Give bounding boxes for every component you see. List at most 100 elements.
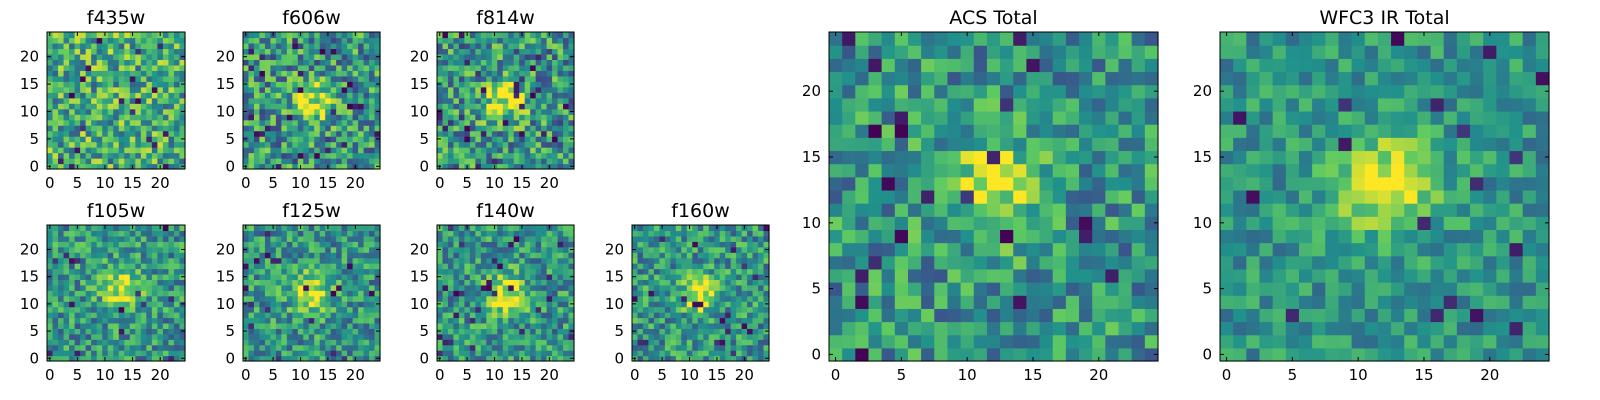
heatmap-cell [173,241,181,248]
heatmap-cell [552,257,559,264]
heatmap-cell [248,147,255,154]
heatmap-cell [447,301,455,308]
heatmap-cell [253,70,261,77]
heatmap-cell [347,230,354,237]
heatmap-cell [107,333,114,340]
y-tick-label: 20 [410,240,429,258]
heatmap-cell [286,268,293,275]
heatmap-cell [363,252,370,259]
heatmap-cell [91,141,98,148]
heatmap-cell [480,59,487,66]
heatmap-cell [124,37,131,44]
heatmap-cell [275,246,282,253]
heatmap-cell [52,322,59,329]
heatmap-cell [58,48,65,55]
heatmap-cell [530,225,537,232]
heatmap-cell [102,350,109,357]
heatmap-cell [157,125,164,132]
heatmap-cell [681,263,688,270]
heatmap-cell [118,119,125,126]
heatmap-cell [80,70,87,77]
heatmap-cell [648,295,655,302]
heatmap-cell [47,97,54,104]
heatmap-cell [314,130,321,137]
heatmap-cell [157,279,164,286]
heatmap-cell [259,108,266,115]
heatmap-cell [292,37,299,44]
heatmap-cell [253,339,261,346]
heatmap-cell [281,350,288,357]
heatmap-cell [681,241,688,248]
heatmap-cell [113,108,120,115]
heatmap-cell [502,246,509,253]
heatmap-cell [151,317,158,324]
heatmap-cell [442,295,449,302]
heatmap-cell [179,306,186,313]
heatmap-cell [469,328,476,335]
heatmap-cell [374,263,381,270]
heatmap-cell [63,257,70,264]
heatmap-cell [447,147,455,154]
heatmap-cell [47,119,54,126]
heatmap-cell [681,322,688,329]
heatmap-cell [632,263,639,270]
heatmap-cell [107,317,114,324]
heatmap-cell [325,119,332,126]
heatmap-cell [162,136,170,143]
heatmap-cell [513,130,520,137]
heatmap-cell [447,290,455,297]
heatmap-cell [63,339,70,346]
heatmap-cell [530,295,537,302]
heatmap-cell [752,225,759,232]
heatmap-cell [730,317,737,324]
heatmap-cell [692,317,699,324]
heatmap-cell [248,350,255,357]
heatmap-cell [157,59,164,66]
heatmap-cell [374,75,381,82]
heatmap-cell [264,263,271,270]
heatmap-cell [829,189,843,204]
heatmap-cell [469,81,476,88]
heatmap-cell [74,241,81,248]
heatmap-cell [264,158,271,165]
heatmap-cell [264,333,271,340]
heatmap-cell [934,295,949,309]
heatmap-cell [947,176,962,191]
heatmap-cell [719,344,726,351]
heatmap-cell [653,268,660,275]
heatmap-cell [129,75,136,82]
heatmap-cell [552,81,559,88]
heatmap-cell [314,119,321,126]
heatmap-cell [157,284,164,291]
heatmap-cell [508,48,515,55]
heatmap-cell [102,290,109,297]
heatmap-cell [535,317,542,324]
heatmap-cell [259,125,266,132]
heatmap-cell [275,97,282,104]
heatmap-cell [960,163,975,178]
heatmap-cell [519,37,526,44]
heatmap-cell [447,317,455,324]
y-tick-label: 10 [216,295,235,313]
heatmap-cell [469,130,476,137]
heatmap-cell [135,125,142,132]
heatmap-cell [524,350,531,357]
heatmap-cell [146,273,153,280]
heatmap-cell [934,347,949,362]
heatmap-cell [157,42,164,50]
heatmap-cell [442,252,449,259]
heatmap-cell [47,333,54,340]
heatmap-cell [325,75,332,82]
heatmap-cell [135,64,142,71]
heatmap-cell [741,344,748,351]
heatmap-cell [730,241,737,248]
heatmap-cell [692,350,699,357]
heatmap-cell [519,141,526,148]
heatmap-cell [292,230,299,237]
heatmap-cell [535,225,542,232]
heatmap-cell [91,355,98,362]
heatmap-cell [91,290,98,297]
heatmap-cell [107,37,114,44]
heatmap-cell [347,32,354,39]
heatmap-cell [659,312,666,319]
